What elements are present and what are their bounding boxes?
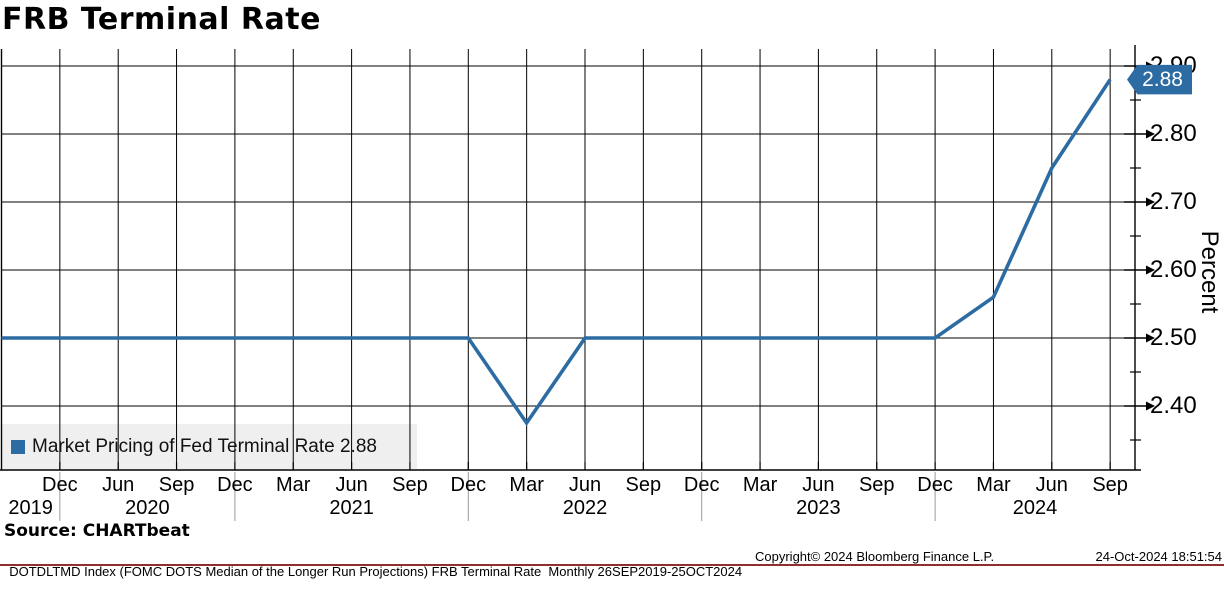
x-tick-label: Dec	[683, 474, 720, 496]
x-tick-label: Mar	[509, 474, 544, 496]
y-tick-label: 2.40	[1150, 392, 1197, 419]
footer-description: DOTDLTMD Index (FOMC DOTS Median of the …	[9, 564, 743, 579]
y-tick-label: 2.60	[1150, 256, 1197, 283]
y-axis-title: Percent	[1196, 230, 1223, 314]
y-tick-arrow-icon	[1146, 401, 1155, 411]
chart-title: FRB Terminal Rate	[2, 2, 321, 37]
last-value-tag: 2.88	[1127, 64, 1192, 95]
x-year-label: 2019	[8, 497, 53, 519]
x-tick-label: Mar	[276, 474, 311, 496]
x-tick-label: Mar	[976, 474, 1011, 496]
x-year-label: 2020	[125, 497, 170, 519]
y-tick-label: 2.70	[1150, 188, 1197, 215]
x-tick-label: Jun	[568, 474, 602, 496]
y-tick-arrow-icon	[1146, 129, 1155, 139]
x-tick-label: Sep	[158, 474, 195, 496]
x-year-label: 2023	[796, 497, 841, 519]
x-year-label: 2021	[329, 497, 374, 519]
bottom-divider	[0, 564, 1224, 566]
source-line: Source: CHARTbeat	[4, 521, 190, 541]
series-line	[1, 78, 1112, 427]
x-tick-label: Sep	[392, 474, 428, 496]
x-tick-label: Dec	[917, 474, 953, 496]
y-tick-arrow-icon	[1146, 333, 1155, 343]
x-tick-label: Sep	[625, 474, 662, 496]
y-tick-label: 2.50	[1150, 324, 1197, 351]
x-tick-label: Jun	[1035, 474, 1068, 496]
footer-copyright: Copyright© 2024 Bloomberg Finance L.P.	[755, 549, 995, 564]
x-tick-label: Sep	[858, 474, 895, 496]
x-tick-label: Jun	[335, 474, 368, 496]
plot-area	[0, 45, 1155, 521]
legend-label: Market Pricing of Fed Terminal Rate 2.88	[32, 435, 377, 457]
x-tick-label: Jun	[102, 474, 135, 496]
x-tick-label: Dec	[450, 474, 487, 496]
legend-background	[2, 424, 417, 469]
footer-timestamp: 24-Oct-2024 18:51:54	[1095, 549, 1222, 564]
footer: DOTDLTMD Index (FOMC DOTS Median of the …	[2, 549, 1222, 579]
x-year-label: 2024	[1012, 497, 1058, 519]
x-tick-label: Jun	[802, 474, 835, 496]
x-tick-label: Sep	[1092, 474, 1128, 496]
y-tick-label: 2.80	[1150, 120, 1197, 147]
x-tick-label: Mar	[742, 474, 778, 496]
y-tick-arrow-icon	[1146, 265, 1155, 275]
legend: Market Pricing of Fed Terminal Rate 2.88	[11, 424, 377, 469]
legend-swatch-icon	[11, 439, 25, 454]
x-year-label: 2022	[562, 497, 608, 519]
y-tick-arrow-icon	[1146, 197, 1155, 207]
x-tick-label: Dec	[42, 474, 78, 496]
x-tick-label: Dec	[217, 474, 253, 496]
